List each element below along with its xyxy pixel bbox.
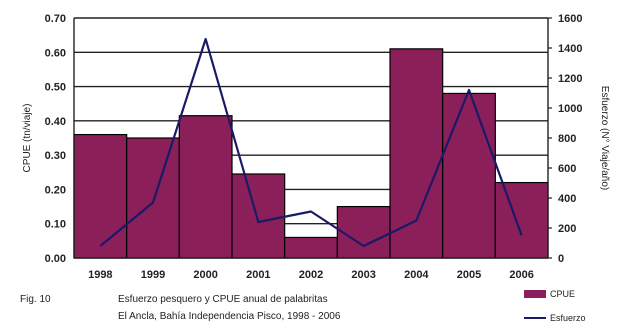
- cpue-bar: [442, 92, 496, 259]
- y-tick-label: 0.60: [45, 47, 66, 59]
- legend-label-esfuerzo: Esfuerzo: [550, 313, 586, 323]
- y2-tick-label: 1000: [558, 103, 582, 115]
- figure-label: Fig. 10: [20, 294, 51, 305]
- y2-tick-label: 1600: [558, 13, 582, 25]
- legend-item-cpue: CPUE: [524, 289, 575, 299]
- y-tick-label: 0.50: [45, 82, 66, 94]
- y2-axis-title: Esfuerzo (N° Viaje/año): [599, 86, 610, 190]
- x-tick-label: 1999: [141, 269, 165, 281]
- cpue-bar: [73, 133, 128, 259]
- y2-tick-label: 800: [558, 133, 576, 145]
- y-tick-label: 0.20: [45, 184, 66, 196]
- legend-swatch-esfuerzo: [524, 317, 546, 319]
- caption-line-1: Esfuerzo pesquero y CPUE anual de palabr…: [118, 294, 328, 305]
- y2-tick-label: 400: [558, 193, 576, 205]
- y2-tick-label: 200: [558, 223, 576, 235]
- cpue-bar: [231, 173, 286, 259]
- cpue-bar: [126, 137, 180, 259]
- y-axis-title: CPUE (tn/viaje): [22, 104, 33, 173]
- legend-swatch-cpue: [524, 290, 546, 298]
- y-tick-label: 0.70: [45, 13, 66, 25]
- chart-canvas: 0.00 0.10 0.20 0.30 0.40 0.50 0.60 0.70 0 200 400 6…: [22, 13, 610, 281]
- y-tick-label: 0.10: [45, 219, 66, 231]
- caption-line-2: El Ancla, Bahía Independencia Pisco, 199…: [118, 311, 341, 322]
- x-tick-label: 2006: [509, 269, 533, 281]
- esfuerzo-line: [99, 37, 523, 248]
- cpue-bar: [284, 236, 338, 259]
- x-tick-label: 2002: [299, 269, 323, 281]
- y2-tick-label: 1200: [558, 73, 582, 85]
- legend-label-cpue: CPUE: [550, 289, 576, 299]
- cpue-bar: [494, 181, 549, 259]
- esfuerzo-line-group: [99, 37, 523, 248]
- cpue-bar: [178, 115, 233, 259]
- y2-tick-label: 0: [558, 253, 564, 265]
- x-tick-label: 2003: [351, 269, 375, 281]
- y-tick-label: 0.30: [45, 150, 66, 162]
- y2-tick-label: 1400: [558, 43, 582, 55]
- x-tick-label: 1998: [88, 269, 112, 281]
- legend-item-esfuerzo: Esfuerzo: [524, 313, 586, 323]
- x-tick-label: 2001: [246, 269, 270, 281]
- x-tick-label: 2005: [457, 269, 481, 281]
- y-tick-label: 0.00: [45, 253, 66, 265]
- x-tick-label: 2004: [404, 269, 429, 281]
- tick-labels: 0.00 0.10 0.20 0.30 0.40 0.50 0.60 0.70 0 200 400 6…: [45, 13, 583, 281]
- y-tick-label: 0.40: [45, 116, 66, 128]
- x-tick-label: 2000: [193, 269, 217, 281]
- cpue-bar: [336, 205, 391, 259]
- y2-tick-label: 600: [558, 163, 576, 175]
- cpue-bar: [389, 48, 444, 259]
